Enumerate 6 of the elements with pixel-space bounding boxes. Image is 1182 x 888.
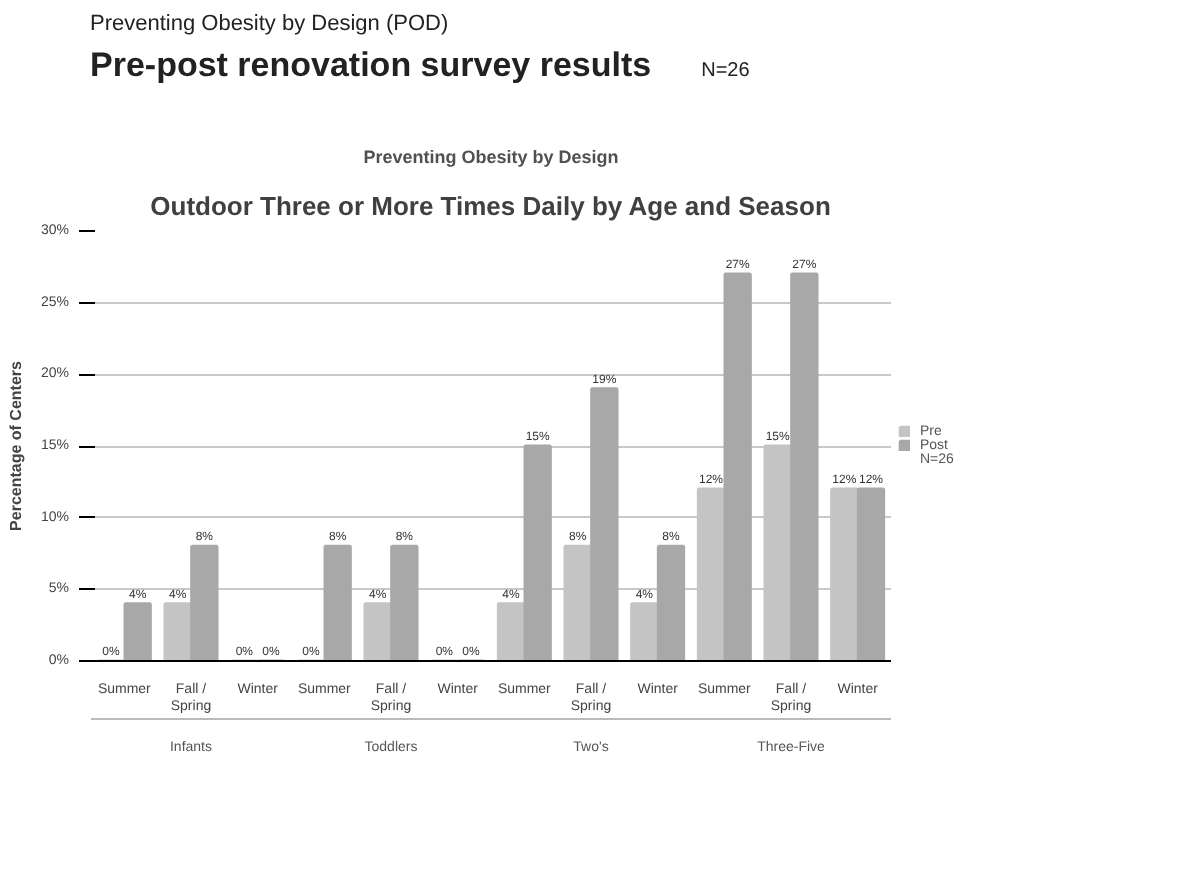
chart-title: Outdoor Three or More Times Daily by Age and Season bbox=[150, 191, 831, 221]
text: Preventing Obesity by Design (POD) bbox=[90, 10, 451, 40]
chart-subtitle: Preventing Obesity by Design bbox=[363, 147, 619, 167]
text: N=26 bbox=[701, 59, 750, 82]
text: Pre-post renovation survey results bbox=[90, 45, 652, 84]
y-axis-title: Percentage of Centers bbox=[6, 359, 25, 531]
